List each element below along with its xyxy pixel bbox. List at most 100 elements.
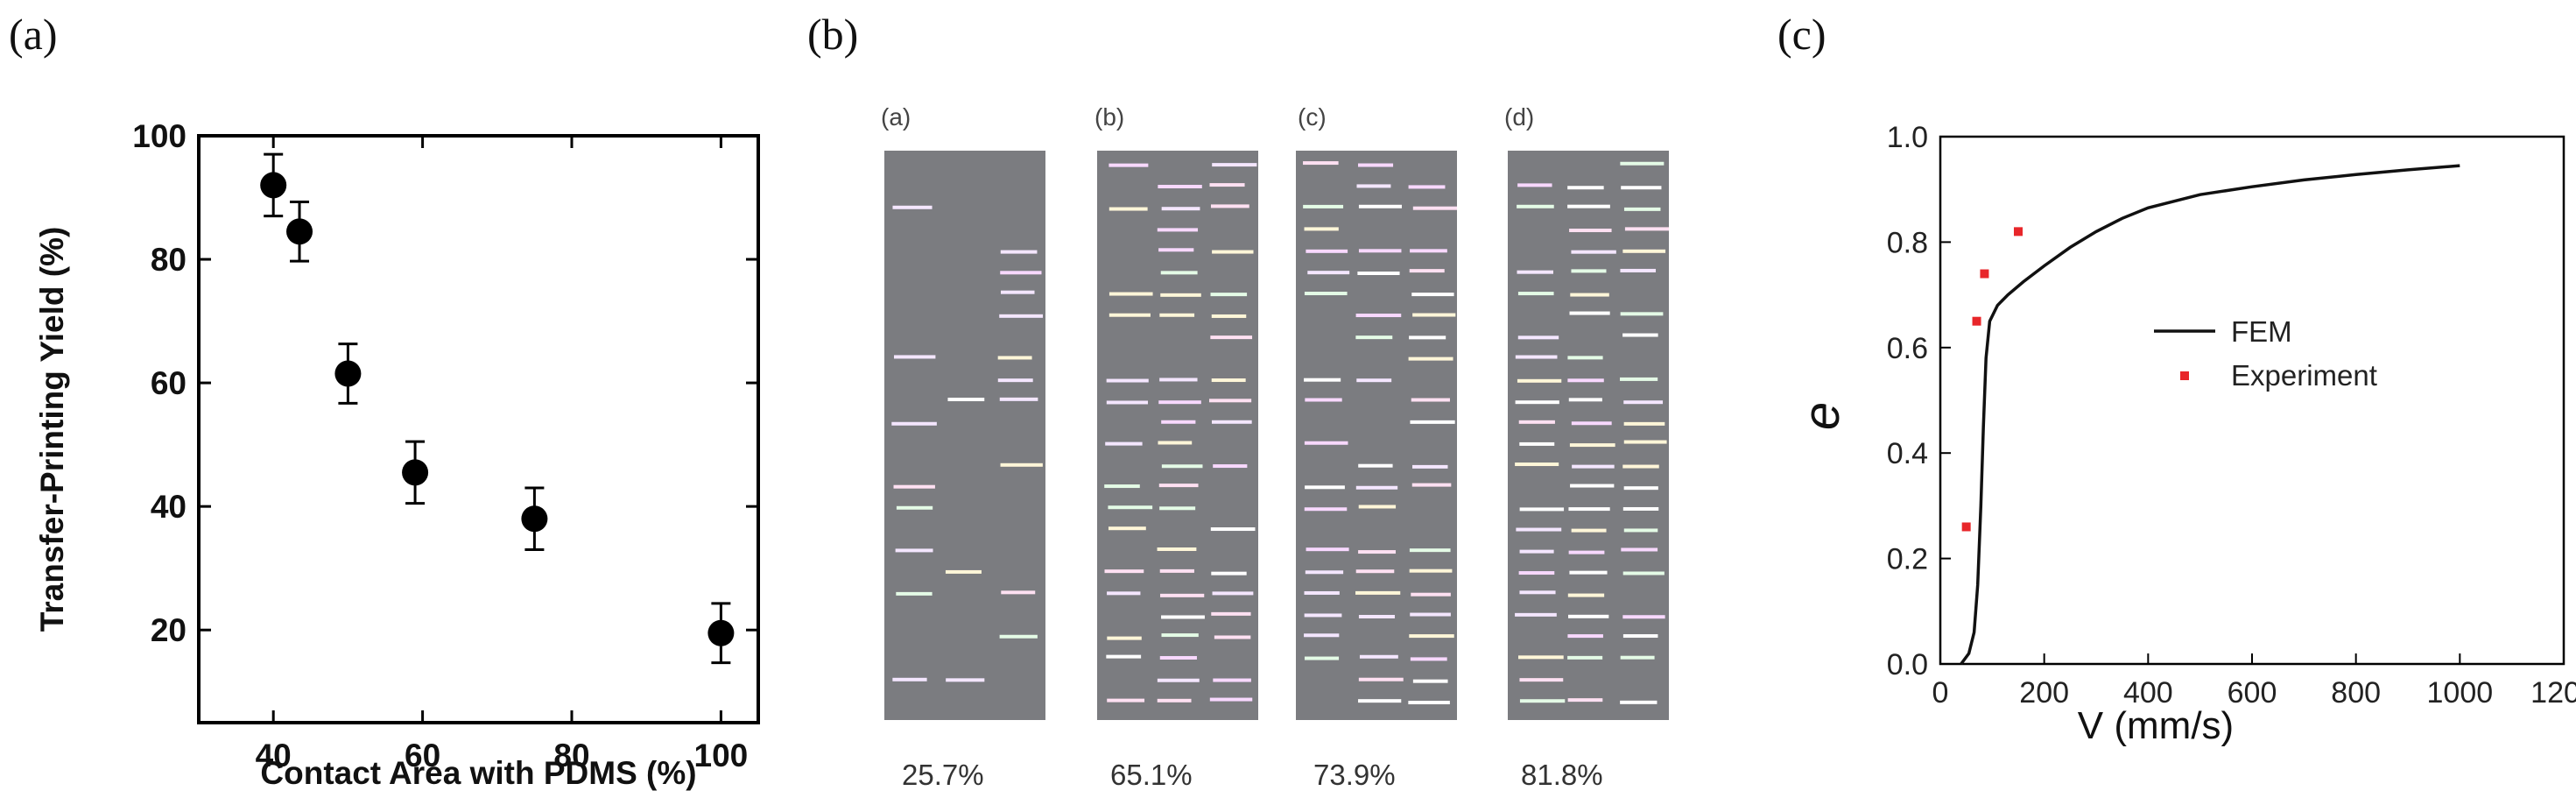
transferred-ribbon bbox=[1307, 271, 1350, 275]
transferred-ribbon bbox=[1570, 293, 1609, 297]
transferred-ribbon bbox=[1355, 314, 1402, 318]
x-tick-label: 0 bbox=[1932, 676, 1949, 710]
transferred-ribbon bbox=[1104, 569, 1144, 574]
transferred-ribbon bbox=[1519, 699, 1566, 703]
transferred-ribbon bbox=[1305, 570, 1344, 575]
transferred-ribbon bbox=[1358, 163, 1394, 167]
transferred-ribbon bbox=[1621, 186, 1662, 190]
transferred-ribbon bbox=[1304, 590, 1340, 595]
data-point bbox=[521, 505, 548, 533]
transferred-ribbon bbox=[1358, 463, 1393, 468]
transferred-ribbon bbox=[997, 378, 1033, 383]
transferred-ribbon bbox=[1356, 184, 1391, 188]
transferred-ribbon bbox=[1410, 420, 1455, 424]
y-tick-label: 0.0 bbox=[1887, 648, 1928, 681]
transferred-ribbon bbox=[1211, 314, 1247, 318]
transferred-ribbon bbox=[1408, 701, 1450, 705]
transferred-ribbon bbox=[1409, 568, 1453, 573]
transferred-ribbon bbox=[1622, 571, 1665, 575]
transferred-ribbon bbox=[947, 398, 985, 402]
transferred-ribbon bbox=[1211, 378, 1246, 383]
data-point bbox=[402, 459, 429, 486]
transferred-ribbon bbox=[1161, 615, 1205, 619]
transferred-ribbon bbox=[1411, 398, 1450, 402]
transferred-ribbon bbox=[1356, 378, 1392, 383]
transferred-ribbon bbox=[1621, 547, 1658, 552]
transferred-ribbon bbox=[1515, 400, 1559, 405]
x-tick-label: 40 bbox=[256, 738, 292, 773]
transferred-ribbon bbox=[1569, 311, 1610, 315]
y-tick-label: 60 bbox=[151, 365, 187, 401]
legend-fem-label: FEM bbox=[2231, 315, 2292, 348]
transferred-ribbon bbox=[1304, 633, 1340, 638]
transferred-ribbon bbox=[1303, 161, 1339, 166]
image-label-d: (d) bbox=[1504, 103, 1535, 131]
transferred-ribbon bbox=[1000, 271, 1042, 275]
transferred-ribbon bbox=[892, 677, 927, 681]
transferred-ribbon bbox=[1209, 399, 1252, 403]
transferred-ribbon bbox=[1624, 227, 1669, 231]
transferred-ribbon bbox=[1408, 185, 1446, 189]
y-tick-label: 20 bbox=[151, 612, 187, 648]
transferred-ribbon bbox=[1518, 420, 1555, 424]
transferred-ribbon bbox=[1571, 250, 1616, 254]
transferred-ribbon bbox=[1572, 464, 1615, 469]
transferred-ribbon bbox=[1304, 292, 1348, 296]
transferred-ribbon bbox=[1107, 698, 1145, 703]
y-tick-label: 80 bbox=[151, 242, 187, 278]
transferred-ribbon bbox=[1622, 464, 1659, 469]
transferred-ribbon bbox=[1411, 293, 1454, 297]
y-tick-label: 0.4 bbox=[1887, 437, 1928, 470]
micrograph-pattern bbox=[1104, 163, 1257, 703]
transferred-ribbon bbox=[1106, 378, 1149, 383]
transferred-ribbon bbox=[1620, 377, 1658, 381]
transferred-ribbon bbox=[999, 397, 1038, 401]
plot-frame bbox=[1939, 135, 2565, 666]
transferred-ribbon bbox=[1304, 507, 1348, 512]
transferred-ribbon bbox=[1211, 420, 1252, 424]
transferred-ribbon bbox=[1571, 528, 1607, 533]
transferred-ribbon bbox=[1568, 550, 1605, 554]
transferred-ribbon bbox=[1620, 655, 1655, 660]
transferred-ribbon bbox=[1158, 400, 1201, 405]
transferred-ribbon bbox=[1305, 398, 1342, 402]
transferred-ribbon bbox=[1411, 483, 1452, 487]
micrograph-pattern bbox=[1515, 161, 1669, 704]
transferred-ribbon bbox=[1358, 677, 1404, 681]
transferred-ribbon bbox=[892, 205, 933, 209]
transferred-ribbon bbox=[1000, 462, 1043, 467]
transferred-ribbon bbox=[893, 355, 936, 359]
transferred-ribbon bbox=[999, 314, 1044, 318]
transferred-ribbon bbox=[1623, 421, 1665, 426]
transferred-ribbon bbox=[1210, 293, 1248, 297]
panel-letter-a: (a) bbox=[9, 10, 58, 59]
transferred-ribbon bbox=[1411, 592, 1451, 597]
transferred-ribbon bbox=[1567, 204, 1610, 208]
transferred-ribbon bbox=[1355, 485, 1398, 490]
transferred-ribbon bbox=[1213, 678, 1251, 682]
transferred-ribbon bbox=[1620, 268, 1657, 272]
transferred-ribbon bbox=[1107, 636, 1142, 640]
coverage-label-d: 81.8% bbox=[1521, 759, 1603, 791]
transferred-ribbon bbox=[1000, 250, 1038, 254]
transferred-ribbon bbox=[1001, 590, 1036, 595]
transferred-ribbon bbox=[1304, 613, 1342, 618]
legend-experiment-swatch bbox=[2180, 371, 2189, 380]
transferred-ribbon bbox=[1214, 635, 1251, 639]
transferred-ribbon bbox=[1411, 464, 1448, 469]
image-label-b: (b) bbox=[1094, 103, 1125, 131]
transferred-ribbon bbox=[1620, 161, 1665, 166]
image-label-c: (c) bbox=[1298, 103, 1327, 131]
transferred-ribbon bbox=[1516, 527, 1562, 532]
transferred-ribbon bbox=[1358, 614, 1395, 618]
transferred-ribbon bbox=[1620, 700, 1658, 704]
transferred-ribbon bbox=[1622, 333, 1658, 337]
transferred-ribbon bbox=[1515, 462, 1559, 467]
experiment-point bbox=[1980, 269, 1989, 279]
transferred-ribbon bbox=[1211, 571, 1247, 575]
transferred-ribbon bbox=[1157, 678, 1200, 682]
transferred-ribbon bbox=[1159, 506, 1196, 511]
y-tick-label: 40 bbox=[151, 489, 187, 525]
transferred-ribbon bbox=[1517, 204, 1554, 208]
transferred-ribbon bbox=[1622, 615, 1665, 619]
